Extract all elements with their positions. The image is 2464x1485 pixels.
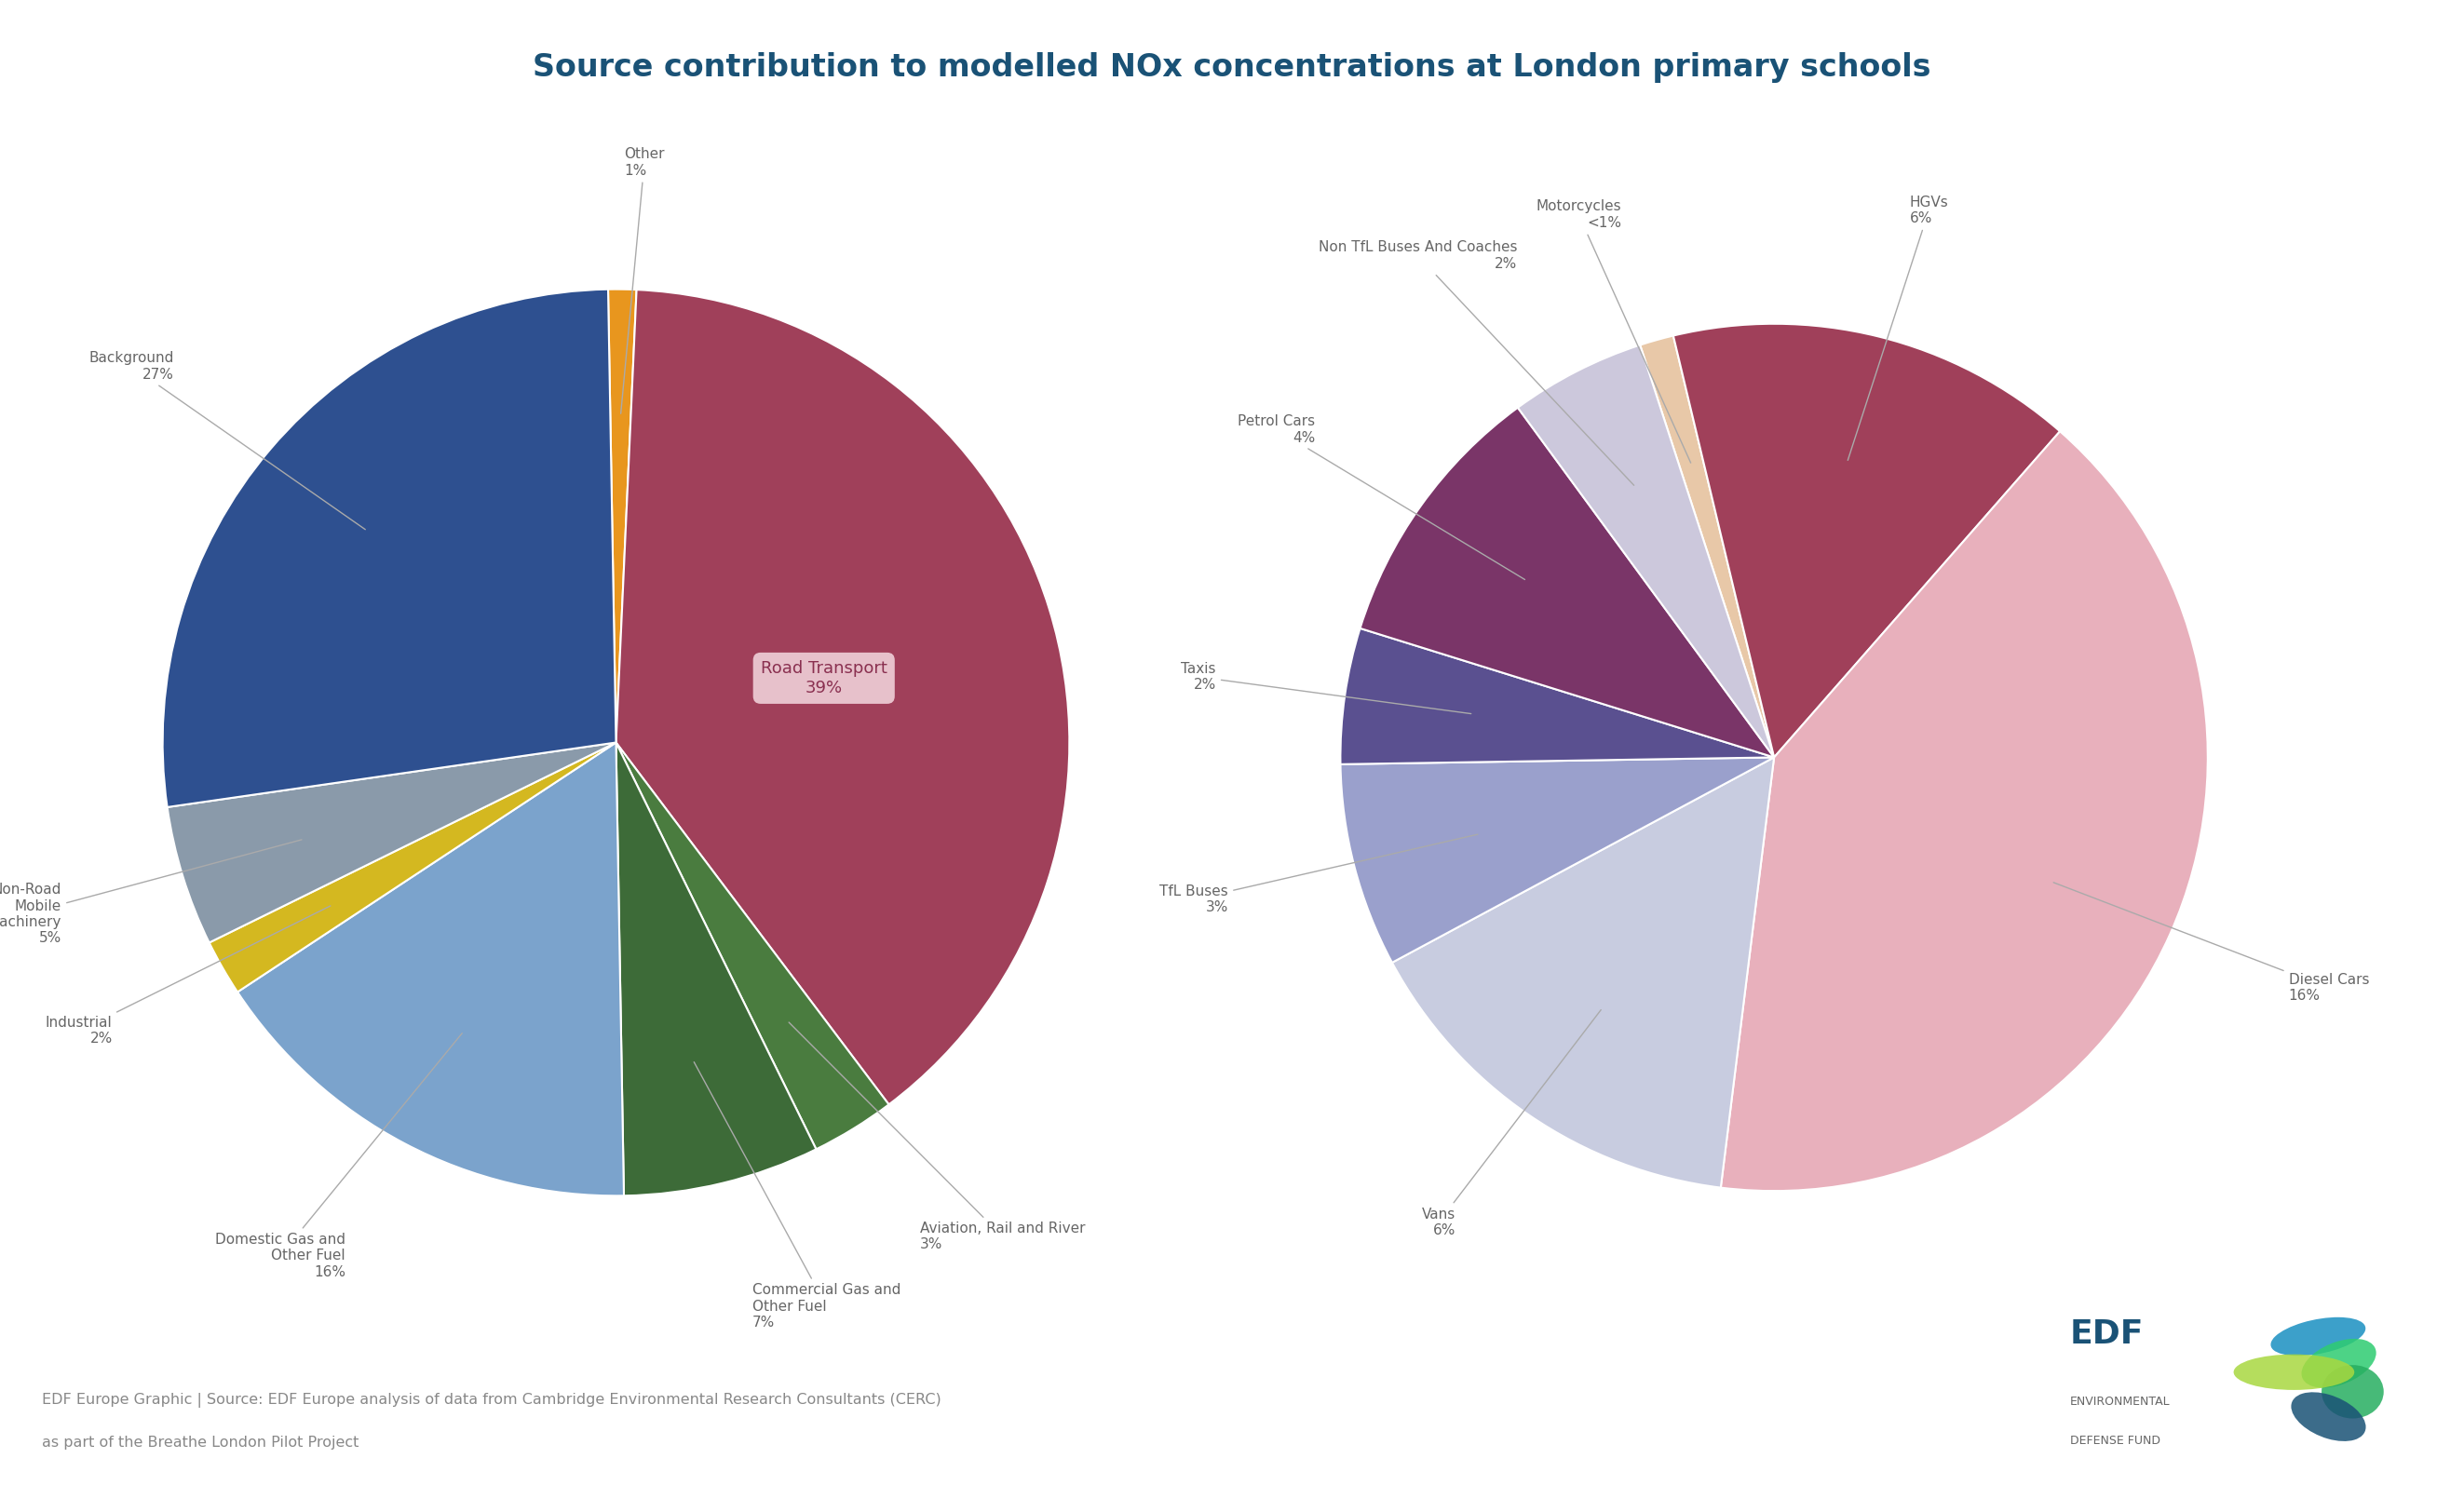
Wedge shape	[163, 290, 616, 808]
Text: EDF: EDF	[2070, 1319, 2144, 1350]
Ellipse shape	[2232, 1354, 2356, 1390]
Text: Aviation, Rail and River
3%: Aviation, Rail and River 3%	[788, 1022, 1084, 1252]
Text: Domestic Gas and
Other Fuel
16%: Domestic Gas and Other Fuel 16%	[214, 1034, 463, 1279]
Text: Diesel Cars
16%: Diesel Cars 16%	[2053, 882, 2368, 1002]
Text: Other
1%: Other 1%	[621, 147, 665, 414]
Text: ENVIRONMENTAL: ENVIRONMENTAL	[2070, 1396, 2171, 1408]
Wedge shape	[209, 742, 616, 992]
Wedge shape	[616, 742, 890, 1149]
Text: Source contribution to modelled NOx concentrations at London primary schools: Source contribution to modelled NOx conc…	[532, 52, 1932, 83]
Wedge shape	[1720, 431, 2208, 1191]
Ellipse shape	[2301, 1339, 2375, 1387]
Wedge shape	[1518, 345, 1774, 757]
Text: as part of the Breathe London Pilot Project: as part of the Breathe London Pilot Proj…	[42, 1436, 360, 1449]
Ellipse shape	[2292, 1393, 2365, 1440]
Text: Road Transport
39%: Road Transport 39%	[761, 661, 887, 696]
Text: HGVs
6%: HGVs 6%	[1848, 195, 1949, 460]
Wedge shape	[1641, 336, 1774, 757]
Text: EDF Europe Graphic | Source: EDF Europe analysis of data from Cambridge Environm: EDF Europe Graphic | Source: EDF Europe …	[42, 1393, 941, 1408]
Text: TfL Buses
3%: TfL Buses 3%	[1161, 835, 1478, 915]
Ellipse shape	[2272, 1317, 2365, 1356]
Wedge shape	[237, 742, 623, 1195]
Text: Taxis
2%: Taxis 2%	[1180, 662, 1471, 714]
Wedge shape	[1360, 407, 1774, 757]
Text: Non-Road
Mobile
Machinery
5%: Non-Road Mobile Machinery 5%	[0, 839, 301, 946]
Text: Background
27%: Background 27%	[89, 352, 365, 530]
Wedge shape	[1340, 628, 1774, 765]
Text: Petrol Cars
4%: Petrol Cars 4%	[1237, 414, 1525, 579]
Wedge shape	[1392, 757, 1774, 1188]
Wedge shape	[616, 742, 816, 1195]
Wedge shape	[1673, 324, 2060, 757]
Text: Commercial Gas and
Other Fuel
7%: Commercial Gas and Other Fuel 7%	[695, 1062, 902, 1329]
Wedge shape	[168, 742, 616, 943]
Text: Vans
6%: Vans 6%	[1422, 1010, 1602, 1237]
Text: Motorcycles
<1%: Motorcycles <1%	[1535, 199, 1690, 463]
Ellipse shape	[2321, 1365, 2383, 1418]
Wedge shape	[1340, 757, 1774, 962]
Text: DEFENSE FUND: DEFENSE FUND	[2070, 1435, 2161, 1446]
Text: Industrial
2%: Industrial 2%	[47, 906, 330, 1045]
Wedge shape	[609, 290, 636, 742]
Wedge shape	[616, 290, 1069, 1105]
Text: Non TfL Buses And Coaches
2%: Non TfL Buses And Coaches 2%	[1318, 241, 1634, 486]
